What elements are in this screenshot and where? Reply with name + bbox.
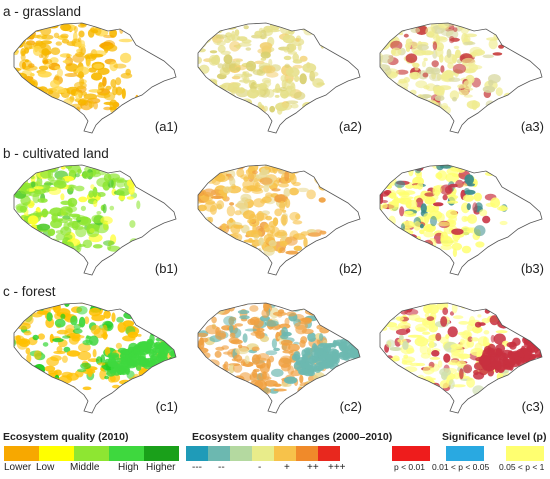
map-fill-c1 bbox=[14, 303, 176, 396]
map-c3 bbox=[379, 302, 543, 414]
legend-quality-title: Ecosystem quality (2010) bbox=[3, 431, 129, 443]
map-boundary-b1 bbox=[13, 164, 177, 276]
row-title-cultivated-land: b - cultivated land bbox=[3, 146, 109, 161]
map-boundary-c1 bbox=[13, 302, 177, 414]
significance-swatch-1 bbox=[392, 446, 430, 461]
quality-swatch-5 bbox=[144, 446, 179, 461]
panel-label-b3: (b3) bbox=[520, 261, 544, 276]
quality-swatch-3 bbox=[74, 446, 109, 461]
quality-label-middle: Middle bbox=[70, 462, 100, 473]
quality-swatch-1 bbox=[4, 446, 39, 461]
panel-label-c3: (c3) bbox=[521, 399, 544, 414]
map-fill-a2 bbox=[198, 23, 326, 116]
map-panel-b1: (b1) bbox=[4, 157, 184, 282]
map-a2 bbox=[197, 22, 361, 134]
change-label-6: +++ bbox=[328, 462, 346, 473]
map-panel-c3: (c3) bbox=[370, 295, 550, 420]
significance-label-1: p < 0.01 bbox=[394, 462, 425, 472]
map-c2 bbox=[197, 302, 361, 414]
map-panel-a3: (a3) bbox=[370, 15, 550, 140]
map-panel-c1: (c1) bbox=[4, 295, 184, 420]
map-panel-a1: (a1) bbox=[4, 15, 184, 140]
significance-label-3: 0.05 < p < 1 bbox=[499, 462, 545, 472]
panel-label-a2: (a2) bbox=[338, 119, 362, 134]
map-panel-b2: (b2) bbox=[188, 157, 368, 282]
change-swatch-5 bbox=[274, 446, 296, 461]
panel-label-c2: (c2) bbox=[339, 399, 362, 414]
map-c1 bbox=[13, 302, 177, 414]
change-swatch-2 bbox=[208, 446, 230, 461]
change-swatch-6 bbox=[296, 446, 318, 461]
significance-swatch-3 bbox=[506, 446, 544, 461]
map-boundary-b3 bbox=[379, 164, 543, 276]
map-boundary-c2 bbox=[197, 302, 361, 414]
map-boundary-b2 bbox=[197, 164, 361, 276]
change-label-4: + bbox=[284, 462, 290, 473]
row-title-forest: c - forest bbox=[3, 284, 56, 299]
map-fill-b3 bbox=[380, 165, 511, 258]
map-boundary-c3 bbox=[379, 302, 543, 414]
quality-label-low: Low bbox=[36, 462, 55, 473]
map-b3 bbox=[379, 164, 543, 276]
map-a1 bbox=[13, 22, 177, 134]
panel-label-c1: (c1) bbox=[155, 399, 178, 414]
quality-swatch-4 bbox=[109, 446, 144, 461]
significance-swatch-2 bbox=[446, 446, 484, 461]
quality-label-higher: Higher bbox=[146, 462, 176, 473]
panel-label-b1: (b1) bbox=[154, 261, 178, 276]
change-label-1: --- bbox=[192, 462, 202, 473]
change-swatch-4 bbox=[252, 446, 274, 461]
panel-label-a1: (a1) bbox=[154, 119, 178, 134]
change-swatch-3 bbox=[230, 446, 252, 461]
legend-significance-title: Significance level (p) bbox=[442, 431, 547, 443]
map-boundary-a3 bbox=[379, 22, 543, 134]
change-label-2: -- bbox=[218, 462, 225, 473]
quality-label-lower: Lower bbox=[4, 462, 32, 473]
map-a3 bbox=[379, 22, 543, 134]
map-panel-b3: (b3) bbox=[370, 157, 550, 282]
quality-swatch-2 bbox=[39, 446, 74, 461]
panel-label-b2: (b2) bbox=[338, 261, 362, 276]
change-swatch-1 bbox=[186, 446, 208, 461]
map-fill-b1 bbox=[14, 165, 141, 258]
change-label-5: ++ bbox=[307, 462, 319, 473]
map-fill-c3 bbox=[380, 303, 542, 396]
map-panel-a2: (a2) bbox=[188, 15, 368, 140]
map-boundary-a2 bbox=[197, 22, 361, 134]
map-panel-c2: (c2) bbox=[188, 295, 368, 420]
panel-label-a3: (a3) bbox=[520, 119, 544, 134]
change-label-3: - bbox=[258, 462, 262, 473]
map-b2 bbox=[197, 164, 361, 276]
quality-label-high: High bbox=[118, 462, 139, 473]
legend-changes-title: Ecosystem quality changes (2000–2010) bbox=[192, 431, 393, 443]
map-b1 bbox=[13, 164, 177, 276]
significance-label-2: 0.01 < p < 0.05 bbox=[432, 462, 490, 472]
change-swatch-7 bbox=[318, 446, 340, 461]
row-title-grassland: a - grassland bbox=[3, 4, 82, 19]
map-boundary-a1 bbox=[13, 22, 177, 134]
